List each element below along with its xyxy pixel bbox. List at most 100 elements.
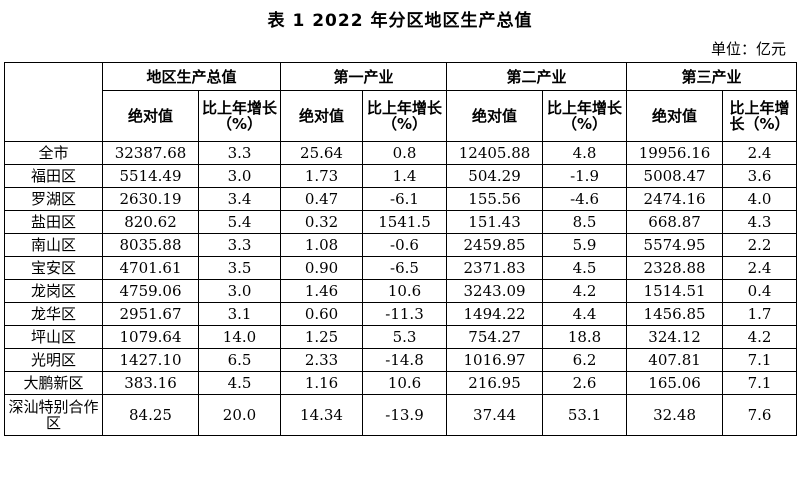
value-cell: 5008.47 xyxy=(626,164,724,188)
value-cell: 324.12 xyxy=(626,325,724,349)
value-cell: 1.08 xyxy=(280,233,364,257)
value-cell: 2.33 xyxy=(280,348,364,372)
value-cell: 3.1 xyxy=(197,302,282,326)
table-row: 罗湖区 2630.19 3.4 0.47 -6.1 155.56 -4.6 2474.16 4.… xyxy=(4,187,798,211)
value-cell: 165.06 xyxy=(626,371,724,395)
table-row: 龙岗区 4759.06 3.0 1.46 10.6 3243.09 4.2 1514.51 0.… xyxy=(4,279,798,303)
value-cell: 53.1 xyxy=(542,394,628,436)
value-cell: 4.2 xyxy=(722,325,798,349)
value-cell: 2474.16 xyxy=(626,187,724,211)
value-cell: 8035.88 xyxy=(102,233,199,257)
value-cell: 4.8 xyxy=(542,141,628,165)
value-cell: 4.3 xyxy=(722,210,798,234)
value-cell: 2.4 xyxy=(722,141,798,165)
value-cell: 7.1 xyxy=(722,371,798,395)
value-cell: 4759.06 xyxy=(102,279,199,303)
subheader-growth: 比上年增长（%） xyxy=(722,90,798,142)
value-cell: 4.4 xyxy=(542,302,628,326)
region-cell: 宝安区 xyxy=(4,256,103,280)
table-row: 宝安区 4701.61 3.5 0.90 -6.5 2371.83 4.5 2328.88 2.… xyxy=(4,256,798,280)
region-cell: 大鹏新区 xyxy=(4,371,103,395)
region-cell: 坪山区 xyxy=(4,325,103,349)
value-cell: 3.0 xyxy=(197,279,282,303)
region-cell: 龙华区 xyxy=(4,302,103,326)
table-row: 光明区 1427.10 6.5 2.33 -14.8 1016.97 6.2 407.81 7.… xyxy=(4,348,798,372)
value-cell: 1.7 xyxy=(722,302,798,326)
value-cell: 383.16 xyxy=(102,371,199,395)
unit-label: 单位：亿元 xyxy=(710,40,786,58)
value-cell: 4701.61 xyxy=(102,256,199,280)
value-cell: 3.5 xyxy=(197,256,282,280)
value-cell: 12405.88 xyxy=(446,141,544,165)
value-cell: 3243.09 xyxy=(446,279,544,303)
table-row: 龙华区 2951.67 3.1 0.60 -11.3 1494.22 4.4 1456.85 1… xyxy=(4,302,798,326)
table-row: 福田区 5514.49 3.0 1.73 1.4 504.29 -1.9 5008.47 3.6 xyxy=(4,164,798,188)
value-cell: 5.9 xyxy=(542,233,628,257)
subheader-abs: 绝对值 xyxy=(280,90,364,142)
subheader-growth: 比上年增长（%） xyxy=(197,90,282,142)
header-tertiary: 第三产业 xyxy=(626,62,798,91)
region-cell: 龙岗区 xyxy=(4,279,103,303)
table-body: 全市 32387.68 3.3 25.64 0.8 12405.88 4.8 19956.16… xyxy=(4,141,798,436)
value-cell: 6.2 xyxy=(542,348,628,372)
value-cell: 32.48 xyxy=(626,394,724,436)
value-cell: -14.8 xyxy=(362,348,448,372)
value-cell: 2328.88 xyxy=(626,256,724,280)
value-cell: 14.0 xyxy=(197,325,282,349)
value-cell: 0.4 xyxy=(722,279,798,303)
value-cell: -4.6 xyxy=(542,187,628,211)
value-cell: 1456.85 xyxy=(626,302,724,326)
gdp-table: 地区生产总值 第一产业 第二产业 第三产业 绝对值 比上年增长（%） 绝对值 比… xyxy=(4,62,798,436)
table-row: 全市 32387.68 3.3 25.64 0.8 12405.88 4.8 19956.16… xyxy=(4,141,798,165)
subheader-abs: 绝对值 xyxy=(102,90,199,142)
value-cell: 84.25 xyxy=(102,394,199,436)
value-cell: -13.9 xyxy=(362,394,448,436)
value-cell: 1.46 xyxy=(280,279,364,303)
value-cell: 14.34 xyxy=(280,394,364,436)
table-row: 南山区 8035.88 3.3 1.08 -0.6 2459.85 5.9 5574.95 2.… xyxy=(4,233,798,257)
value-cell: 2459.85 xyxy=(446,233,544,257)
table-title: 表 1 2022 年分区地区生产总值 xyxy=(267,11,533,31)
value-cell: 2951.67 xyxy=(102,302,199,326)
value-cell: 5.4 xyxy=(197,210,282,234)
header-gdp: 地区生产总值 xyxy=(101,62,282,91)
value-cell: 407.81 xyxy=(626,348,724,372)
region-cell: 南山区 xyxy=(4,233,103,257)
value-cell: 5514.49 xyxy=(102,164,199,188)
value-cell: 32387.68 xyxy=(102,141,199,165)
value-cell: 2371.83 xyxy=(446,256,544,280)
value-cell: 0.32 xyxy=(280,210,364,234)
value-cell: 1541.5 xyxy=(362,210,448,234)
value-cell: 155.56 xyxy=(446,187,544,211)
value-cell: 3.3 xyxy=(197,233,282,257)
value-cell: 7.1 xyxy=(722,348,798,372)
region-cell: 全市 xyxy=(4,141,103,165)
value-cell: 2.6 xyxy=(542,371,628,395)
value-cell: 4.5 xyxy=(197,371,282,395)
header-secondary: 第二产业 xyxy=(446,62,628,91)
value-cell: 3.0 xyxy=(197,164,282,188)
value-cell: 1016.97 xyxy=(446,348,544,372)
value-cell: 0.60 xyxy=(280,302,364,326)
value-cell: 820.62 xyxy=(102,210,199,234)
value-cell: 1.16 xyxy=(280,371,364,395)
value-cell: 668.87 xyxy=(626,210,724,234)
value-cell: 1427.10 xyxy=(102,348,199,372)
subheader-abs: 绝对值 xyxy=(626,90,724,142)
table-row: 坪山区 1079.64 14.0 1.25 5.3 754.27 18.8 324.12 4.2 xyxy=(4,325,798,349)
value-cell: 8.5 xyxy=(542,210,628,234)
value-cell: 3.3 xyxy=(197,141,282,165)
subheader-growth: 比上年增长（%） xyxy=(542,90,628,142)
region-cell: 光明区 xyxy=(4,348,103,372)
subheader-abs: 绝对值 xyxy=(446,90,544,142)
value-cell: -6.1 xyxy=(362,187,448,211)
value-cell: 2.2 xyxy=(722,233,798,257)
value-cell: 10.6 xyxy=(362,371,448,395)
value-cell: 18.8 xyxy=(542,325,628,349)
table-row: 大鹏新区 383.16 4.5 1.16 10.6 216.95 2.6 165.06 7.1 xyxy=(4,371,798,395)
subheader-growth: 比上年增长（%） xyxy=(362,90,448,142)
value-cell: 1494.22 xyxy=(446,302,544,326)
table-row: 深汕特别合作区 84.25 20.0 14.34 -13.9 37.44 53.1 32.48… xyxy=(4,394,798,436)
value-cell: 10.6 xyxy=(362,279,448,303)
value-cell: -1.9 xyxy=(542,164,628,188)
